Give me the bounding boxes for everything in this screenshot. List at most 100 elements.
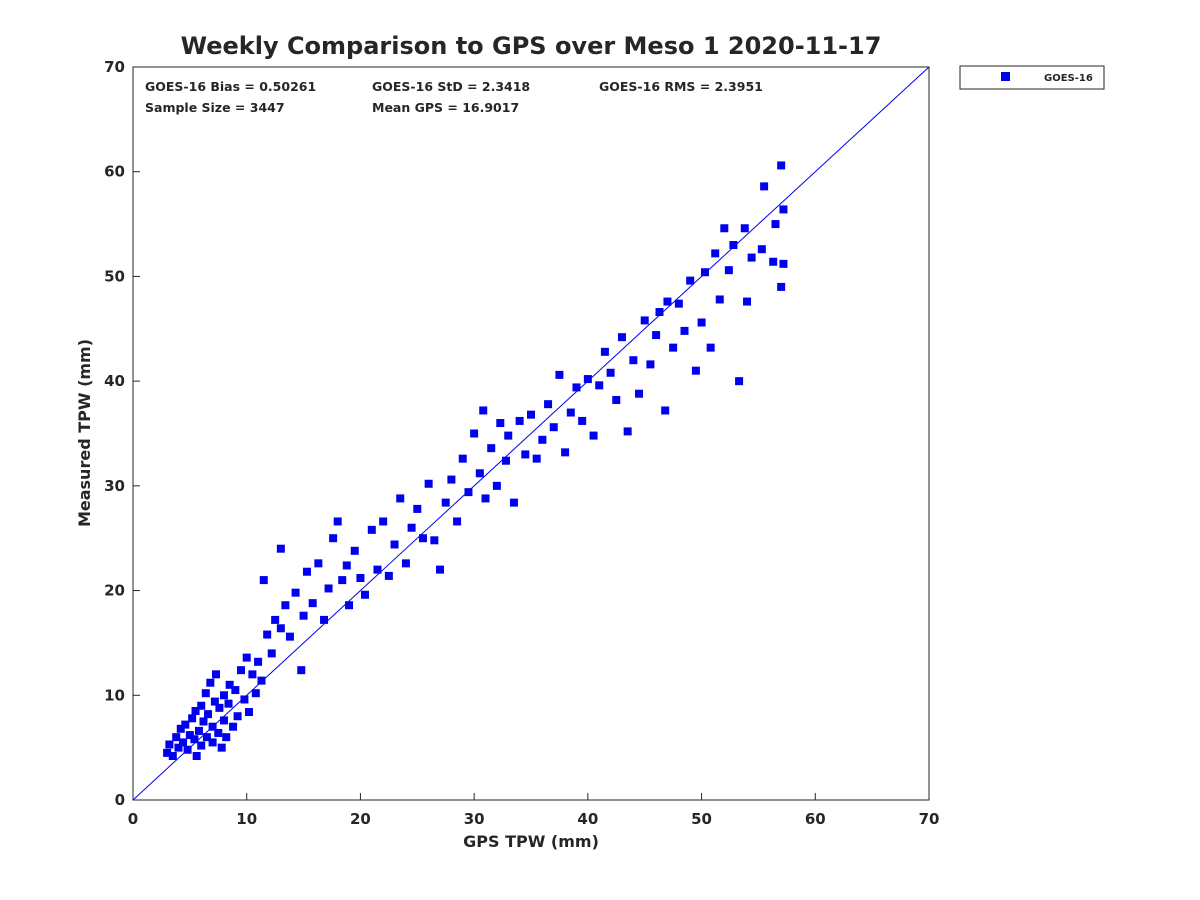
data-point <box>174 743 183 752</box>
data-point <box>215 703 224 712</box>
data-point <box>172 733 181 742</box>
data-point <box>686 276 695 285</box>
data-point <box>441 498 450 507</box>
data-point <box>163 748 172 757</box>
data-point <box>729 241 738 250</box>
data-point <box>583 375 592 384</box>
data-point <box>496 419 505 428</box>
data-point <box>168 752 177 761</box>
data-point <box>229 722 238 731</box>
data-point <box>492 481 501 490</box>
reference-line <box>132 66 930 801</box>
data-point <box>515 416 524 425</box>
x-axis: 0 10 20 30 40 50 60 70 <box>128 793 940 828</box>
data-point <box>242 653 251 662</box>
legend: GOES-16 <box>959 65 1105 90</box>
data-point <box>219 691 228 700</box>
data-point <box>697 318 706 327</box>
x-tick-label: 30 <box>464 810 485 828</box>
data-point <box>735 377 744 386</box>
data-point <box>401 559 410 568</box>
data-point <box>291 588 300 597</box>
data-point <box>197 741 206 750</box>
data-point <box>338 576 347 585</box>
data-point <box>555 370 564 379</box>
data-point <box>464 488 473 497</box>
x-tick-label: 70 <box>919 810 940 828</box>
data-point <box>600 347 609 356</box>
x-axis-label: GPS TPW (mm) <box>463 832 599 851</box>
data-point <box>188 714 197 723</box>
stat-std: GOES-16 StD = 2.3418 <box>372 79 530 94</box>
data-point <box>299 611 308 620</box>
data-point <box>549 423 558 432</box>
data-point <box>183 745 192 754</box>
plot-frame <box>132 66 930 801</box>
data-point <box>458 454 467 463</box>
data-point <box>190 735 199 744</box>
data-point <box>165 740 174 749</box>
data-point <box>706 343 715 352</box>
data-point <box>384 571 393 580</box>
data-point <box>271 615 280 624</box>
stat-rms: GOES-16 RMS = 2.3951 <box>599 79 763 94</box>
y-tick-label: 40 <box>104 372 125 390</box>
data-point <box>538 435 547 444</box>
data-point <box>222 733 231 742</box>
data-point <box>231 686 240 695</box>
y-tick-label: 20 <box>104 582 125 600</box>
data-point <box>267 649 276 658</box>
data-point <box>342 561 351 570</box>
data-point <box>192 752 201 761</box>
data-point <box>297 666 306 675</box>
data-point <box>418 534 427 543</box>
data-point <box>257 676 266 685</box>
data-point <box>244 708 253 717</box>
data-point <box>779 205 788 214</box>
data-point <box>617 333 626 342</box>
data-point <box>635 389 644 398</box>
data-point <box>470 429 479 438</box>
y-tick-label: 60 <box>104 163 125 181</box>
x-tick-label: 0 <box>128 810 138 828</box>
data-point <box>711 249 720 258</box>
data-point <box>407 523 416 532</box>
data-point <box>324 584 333 593</box>
data-point <box>646 360 655 369</box>
data-point <box>606 368 615 377</box>
data-point <box>769 257 778 266</box>
data-point <box>237 666 246 675</box>
stats-annotations: GOES-16 Bias = 0.50261 GOES-16 StD = 2.3… <box>145 79 763 115</box>
data-point <box>777 282 786 291</box>
data-point <box>314 559 323 568</box>
legend-box <box>959 65 1105 90</box>
data-point <box>521 450 530 459</box>
data-point <box>447 475 456 484</box>
chart-title: Weekly Comparison to GPS over Meso 1 202… <box>181 32 882 60</box>
y-tick-label: 50 <box>104 267 125 285</box>
data-point <box>740 224 749 233</box>
data-point <box>217 743 226 752</box>
data-point <box>544 400 553 409</box>
data-point <box>212 670 221 679</box>
y-tick-label: 30 <box>104 477 125 495</box>
data-point <box>674 299 683 308</box>
data-point <box>219 716 228 725</box>
data-point <box>191 706 200 715</box>
y-axis-label: Measured TPW (mm) <box>75 339 94 527</box>
data-point <box>487 444 496 453</box>
data-point <box>595 381 604 390</box>
data-point <box>285 632 294 641</box>
data-point <box>345 601 354 610</box>
data-point <box>777 161 786 170</box>
data-point <box>760 182 769 191</box>
data-point <box>680 326 689 335</box>
data-point <box>527 410 535 419</box>
data-point <box>373 565 382 574</box>
data-point <box>276 544 285 553</box>
data-point <box>779 259 788 268</box>
data-point <box>208 722 217 731</box>
data-point <box>248 670 257 679</box>
data-point <box>350 546 359 555</box>
